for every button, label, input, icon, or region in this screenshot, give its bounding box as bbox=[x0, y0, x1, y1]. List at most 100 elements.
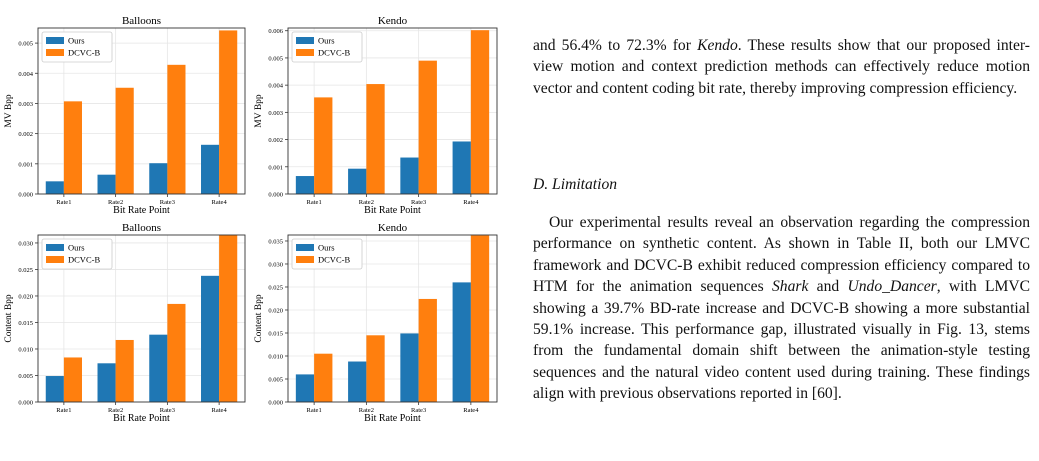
limitation-paragraph: Our experimental results reveal an obser… bbox=[533, 212, 1030, 405]
bar-dcvc-b bbox=[219, 30, 238, 194]
bar-dcvc-b bbox=[63, 357, 82, 402]
bar-dcvc-b bbox=[314, 353, 333, 402]
bar-dcvc-b bbox=[366, 84, 385, 194]
y-tick-label: 0.010 bbox=[18, 346, 33, 353]
legend-swatch-dcvc-b bbox=[296, 256, 314, 263]
y-tick-label: 0.006 bbox=[268, 28, 283, 35]
para1-text-a: and 56.4% to 72.3% for bbox=[533, 37, 698, 54]
x-tick-label: Rate2 bbox=[359, 407, 374, 414]
chart-title: Kendo bbox=[378, 15, 408, 27]
y-tick-label: 0.005 bbox=[18, 41, 33, 48]
results-paragraph: and 56.4% to 72.3% for Kendo. These resu… bbox=[533, 35, 1030, 99]
legend-swatch-ours bbox=[46, 244, 64, 251]
x-tick-label: Rate4 bbox=[212, 199, 228, 206]
bar-ours bbox=[452, 282, 471, 402]
bar-ours bbox=[295, 176, 315, 194]
bar-ours bbox=[97, 174, 116, 194]
legend: Ours DCVC-B bbox=[41, 238, 113, 270]
bar-dcvc-b bbox=[470, 30, 490, 195]
legend-label: DCVC-B bbox=[68, 255, 100, 265]
bar-dcvc-b bbox=[470, 235, 490, 402]
chart-3: Balloons 0.000 0.005 0.010 0.015 0.020 0.025 0.… bbox=[4, 222, 246, 424]
legend-swatch-dcvc-b bbox=[46, 256, 64, 263]
section-heading: D. Limitation bbox=[533, 176, 618, 193]
bar-ours bbox=[97, 363, 116, 402]
chart-title: Balloons bbox=[122, 15, 161, 27]
para1-text-b: . These results show that our proposed i… bbox=[533, 37, 1030, 97]
plot-frame bbox=[287, 234, 498, 403]
x-tick-label: Rate3 bbox=[411, 407, 426, 414]
y-tick-label: 0.025 bbox=[268, 284, 283, 291]
chart-2: Kendo 0.000 0.001 0.002 0.003 0.004 0.005 0.006… bbox=[254, 15, 498, 216]
plot-frame bbox=[37, 234, 246, 403]
y-tick-label: 0.020 bbox=[18, 293, 33, 300]
legend-swatch-dcvc-b bbox=[46, 49, 64, 56]
legend-label: Ours bbox=[318, 36, 335, 46]
previous-line-fragment bbox=[0, 0, 497, 3]
plot-frame bbox=[287, 27, 498, 195]
bar-dcvc-b bbox=[115, 87, 134, 194]
x-tick-label: Rate4 bbox=[463, 407, 479, 414]
x-tick-label: Rate2 bbox=[359, 199, 374, 206]
chart-title: Balloons bbox=[122, 222, 161, 234]
text-column: and 56.4% to 72.3% for Kendo. These resu… bbox=[533, 0, 1030, 461]
y-axis-label: MV Bpp bbox=[254, 94, 264, 128]
legend-label: Ours bbox=[68, 243, 85, 253]
y-tick-label: 0.020 bbox=[268, 307, 283, 314]
y-tick-label: 0.003 bbox=[268, 110, 283, 117]
x-axis-label: Bit Rate Point bbox=[113, 205, 170, 216]
y-tick-label: 0.001 bbox=[268, 164, 283, 171]
legend-swatch-dcvc-b bbox=[296, 49, 314, 56]
legend-swatch-ours bbox=[46, 37, 64, 44]
y-axis-label: Content Bpp bbox=[254, 294, 264, 343]
y-tick-label: 0.000 bbox=[18, 192, 33, 199]
x-tick-label: Rate1 bbox=[56, 407, 71, 414]
y-axis-label: MV Bpp bbox=[4, 94, 14, 128]
chart-title: Kendo bbox=[378, 222, 408, 234]
x-tick-label: Rate2 bbox=[108, 407, 123, 414]
y-tick-label: 0.035 bbox=[268, 238, 283, 245]
y-tick-label: 0.015 bbox=[18, 320, 33, 327]
para2-text-b: , with LMVC showing a 39.7% BD-rate incr… bbox=[533, 278, 1030, 403]
bar-ours bbox=[452, 141, 471, 194]
y-tick-label: 0.015 bbox=[268, 330, 283, 337]
bar-dcvc-b bbox=[418, 298, 437, 402]
x-tick-label: Rate3 bbox=[160, 199, 175, 206]
legend: Ours DCVC-B bbox=[41, 31, 113, 63]
bar-dcvc-b bbox=[63, 101, 82, 194]
chart-1: Balloons 0.000 0.001 0.002 0.003 0.004 0.005 Ra… bbox=[4, 15, 246, 216]
x-axis-label: Bit Rate Point bbox=[364, 413, 421, 424]
y-tick-label: 0.005 bbox=[268, 376, 283, 383]
bar-ours bbox=[149, 163, 168, 194]
bar-dcvc-b bbox=[314, 97, 333, 194]
y-tick-label: 0.004 bbox=[18, 71, 33, 78]
legend: Ours DCVC-B bbox=[291, 31, 363, 63]
para1-sequence-name: Kendo bbox=[697, 37, 738, 54]
para2-sequence-undo-dancer: Undo_Dancer bbox=[847, 278, 937, 296]
x-tick-label: Rate1 bbox=[307, 199, 322, 206]
bar-ours bbox=[45, 376, 64, 402]
legend-label: DCVC-B bbox=[318, 48, 350, 58]
y-tick-label: 0.003 bbox=[18, 101, 33, 108]
bar-dcvc-b bbox=[167, 303, 186, 402]
legend-swatch-ours bbox=[296, 244, 314, 251]
y-tick-label: 0.002 bbox=[18, 131, 33, 138]
x-tick-label: Rate3 bbox=[411, 199, 426, 206]
x-tick-label: Rate1 bbox=[307, 407, 322, 414]
bar-chart-figure: Balloons 0.000 0.001 0.002 0.003 0.004 0.005 Ra… bbox=[4, 15, 498, 424]
legend-label: DCVC-B bbox=[68, 48, 100, 58]
x-tick-label: Rate3 bbox=[160, 407, 175, 414]
bar-dcvc-b bbox=[115, 339, 134, 402]
legend-label: Ours bbox=[318, 243, 335, 253]
legend-swatch-ours bbox=[296, 37, 314, 44]
y-tick-label: 0.000 bbox=[268, 192, 283, 199]
para2-sequence-shark: Shark bbox=[771, 278, 809, 296]
y-tick-label: 0.030 bbox=[18, 240, 33, 247]
plot-frame bbox=[37, 27, 246, 195]
bar-ours bbox=[400, 333, 419, 402]
legend: Ours DCVC-B bbox=[291, 238, 363, 270]
para2-text-a: Our experimental results reveal an obser… bbox=[533, 214, 1030, 296]
y-tick-label: 0.025 bbox=[18, 267, 33, 274]
y-axis-label: Content Bpp bbox=[4, 294, 14, 343]
bar-dcvc-b bbox=[167, 64, 186, 195]
